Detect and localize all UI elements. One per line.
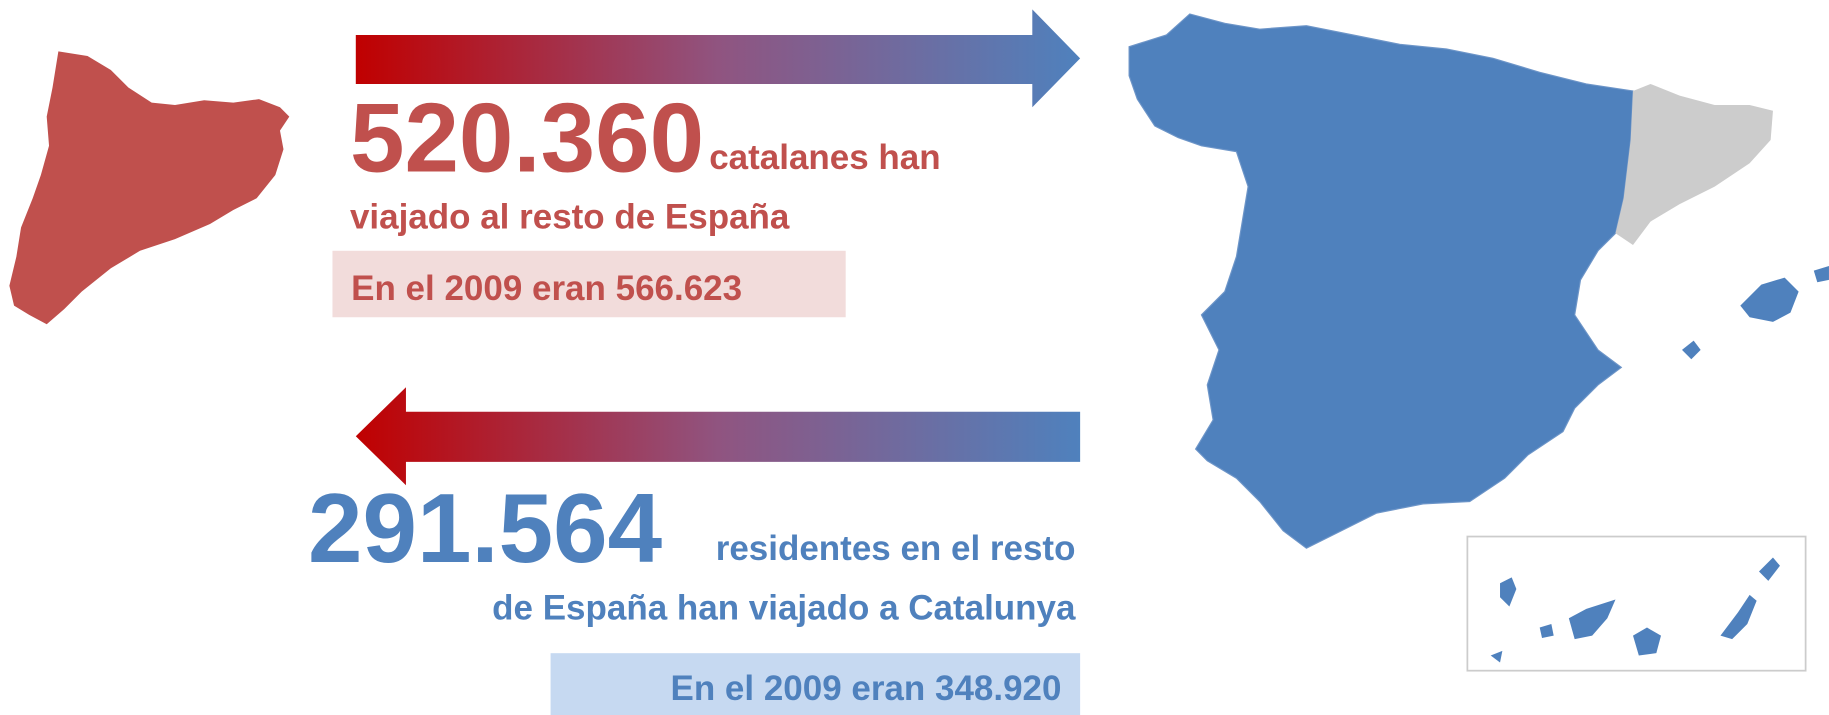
arrow-outbound bbox=[355, 9, 1081, 108]
catalonia-grey bbox=[1615, 83, 1773, 245]
outbound-box bbox=[332, 250, 846, 318]
inbound-previous: En el 2009 eran 348.920 bbox=[671, 669, 1062, 708]
outbound-line1: catalanes han bbox=[709, 138, 940, 177]
arrow-inbound bbox=[355, 387, 1081, 486]
catalonia-map bbox=[9, 51, 290, 325]
outbound-number: 520.360 bbox=[350, 82, 704, 192]
menorca bbox=[1813, 265, 1829, 283]
inbound-number: 291.564 bbox=[308, 473, 662, 583]
ibiza bbox=[1681, 340, 1701, 360]
outbound-line2: viajado al resto de España bbox=[350, 198, 790, 237]
spain-map bbox=[1128, 13, 1634, 549]
inbound-line2: de España han viajado a Catalunya bbox=[492, 588, 1076, 627]
mallorca bbox=[1740, 277, 1799, 322]
inbound-line1: residentes en el resto bbox=[716, 529, 1076, 568]
inbound-box bbox=[550, 653, 1081, 715]
outbound-previous: En el 2009 eran 566.623 bbox=[351, 269, 742, 308]
canary-islands bbox=[1490, 557, 1780, 663]
